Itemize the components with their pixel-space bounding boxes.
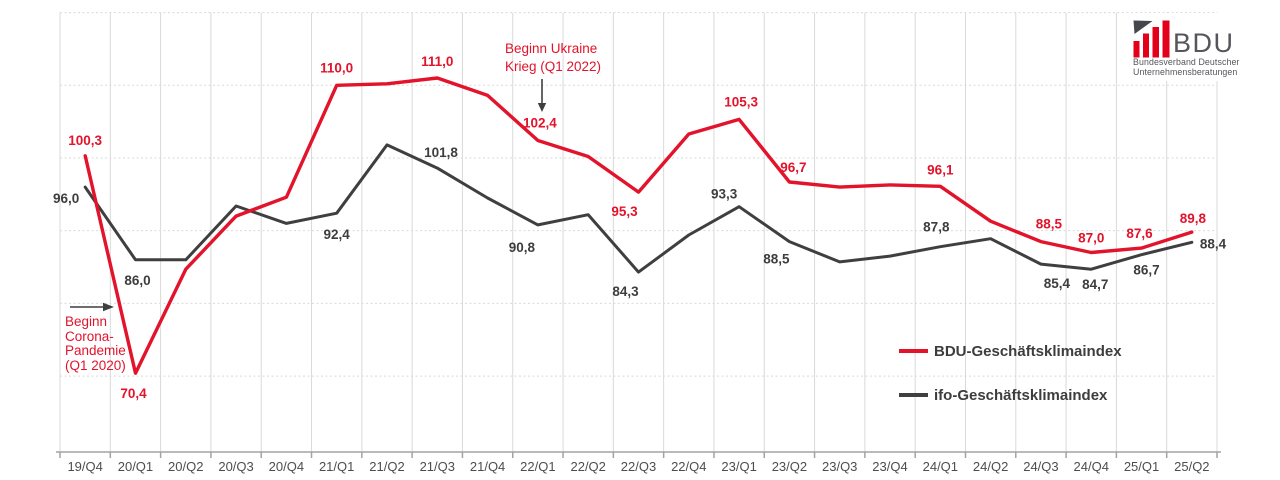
bdu-logo-acronym: BDU (1173, 28, 1235, 58)
bdu-point-label: 89,8 (1180, 211, 1207, 226)
x-axis-label: 20/Q4 (269, 459, 304, 474)
x-axis-label: 23/Q3 (822, 459, 857, 474)
ifo-point-label: 92,4 (324, 227, 351, 242)
x-axis-label: 21/Q2 (369, 459, 404, 474)
x-axis-label: 21/Q4 (470, 459, 505, 474)
bdu-point-label: 111,0 (421, 54, 453, 69)
corona-annotation: Beginn Corona- Pandemie (Q1 2020) (65, 314, 126, 373)
x-axis-label: 20/Q3 (218, 459, 253, 474)
corona-annotation-line: Pandemie (65, 343, 126, 359)
x-axis-label: 20/Q2 (168, 459, 203, 474)
bdu-logo-subtitle: Bundesverband Deutscher Unternehmensbera… (1133, 57, 1239, 78)
ifo-point-label: 85,4 (1044, 276, 1071, 291)
bdu-point-label: 110,0 (320, 60, 353, 75)
bdu-line-swatch (899, 349, 928, 353)
ukraine-annotation-line: Krieg (Q1 2022) (505, 59, 602, 74)
legend-label-ifo: ifo-Geschäftsklimaindex (934, 386, 1108, 404)
x-axis-label: 25/Q2 (1174, 459, 1209, 474)
ukraine-annotation: Beginn Ukraine Krieg (Q1 2022) (505, 40, 601, 76)
bdu-point-label: 100,3 (68, 133, 102, 148)
bdu-point-label: 105,3 (724, 94, 758, 109)
bdu-point-label: 102,4 (523, 116, 557, 131)
x-axis-label: 20/Q1 (118, 459, 153, 474)
bdu-logo: BDU Bundesverband Deutscher Unternehmens… (1126, 13, 1254, 81)
bdu-point-label: 88,5 (1036, 217, 1063, 232)
corona-annotation-line: (Q1 2020) (65, 357, 126, 373)
x-axis-label: 22/Q3 (621, 459, 656, 474)
x-axis-label: 23/Q1 (721, 459, 756, 474)
x-axis-label: 24/Q2 (973, 459, 1008, 474)
corona-annotation-line: Beginn (65, 314, 108, 329)
bdu-point-label: 96,7 (780, 160, 806, 175)
bdu-point-label: 87,0 (1078, 230, 1104, 245)
ifo-point-label: 88,4 (1200, 236, 1227, 251)
bdu-logo-subtitle-line: Unternehmensberatungen (1133, 67, 1238, 78)
ifo-point-label: 88,5 (763, 252, 790, 267)
x-axis-label: 24/Q1 (923, 459, 958, 474)
ifo-point-label: 84,7 (1082, 277, 1108, 292)
bdu-point-label: 87,6 (1126, 226, 1153, 241)
x-axis-label: 19/Q4 (67, 459, 102, 474)
x-axis-label: 22/Q2 (570, 459, 605, 474)
ifo-index-line (83, 143, 1194, 274)
ifo-point-label: 87,8 (923, 220, 950, 235)
ifo-point-label: 86,0 (124, 273, 150, 288)
x-axis-label: 22/Q1 (520, 459, 555, 474)
corona-arrow-right-icon (70, 302, 114, 312)
ifo-point-label: 90,8 (509, 240, 536, 255)
chart-legend: BDU-Geschäftsklimaindex ifo-Geschäftskli… (899, 340, 1122, 428)
x-axis-label: 22/Q4 (671, 459, 706, 474)
x-axis-label: 23/Q4 (872, 459, 907, 474)
bdu-point-label: 96,1 (927, 162, 954, 177)
bdu-logo-bars-icon (1133, 20, 1170, 58)
ukraine-arrow-down-icon (537, 79, 547, 112)
ifo-point-label: 93,3 (711, 187, 738, 202)
ifo-point-label: 86,7 (1133, 263, 1159, 278)
ifo-point-label: 96,0 (53, 191, 79, 206)
x-axis-label: 23/Q2 (772, 459, 807, 474)
bdu-index-line (83, 76, 1194, 375)
legend-item-bdu: BDU-Geschäftsklimaindex (899, 340, 1122, 362)
ukraine-annotation-line: Beginn Ukraine (505, 41, 598, 56)
bdu-point-label: 95,3 (611, 204, 638, 219)
x-axis-label: 24/Q4 (1074, 459, 1109, 474)
ifo-point-label: 101,8 (424, 145, 458, 160)
legend-label-bdu: BDU-Geschäftsklimaindex (934, 342, 1122, 360)
x-axis-label: 25/Q1 (1124, 459, 1159, 474)
legend-item-ifo: ifo-Geschäftsklimaindex (899, 384, 1122, 406)
ifo-point-label: 84,3 (612, 284, 639, 299)
corona-annotation-line: Corona- (65, 328, 114, 344)
bdu-logo-subtitle-line: Bundesverband Deutscher (1133, 57, 1240, 67)
ifo-line-swatch (899, 393, 928, 397)
x-axis-label: 21/Q1 (319, 459, 354, 474)
bdu-point-label: 70,4 (120, 386, 147, 401)
x-axis-label: 24/Q3 (1023, 459, 1058, 474)
x-axis-label: 21/Q3 (420, 459, 455, 474)
